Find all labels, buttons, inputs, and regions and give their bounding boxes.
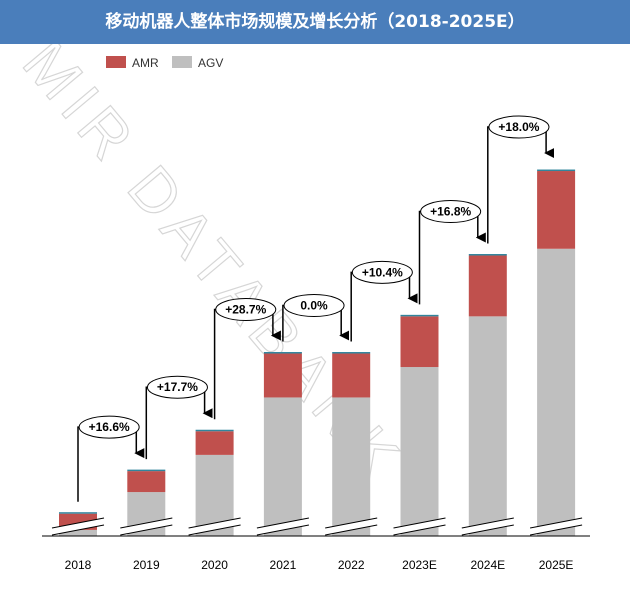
chart-svg: AMR AGV +16.6% +17.7% +28.7% 0.0% +10.4% +16.8… bbox=[42, 56, 590, 572]
break-line-upper-2025E bbox=[530, 517, 583, 529]
break-line-lower-2024E bbox=[461, 524, 514, 536]
bar-agv-2023E bbox=[400, 367, 439, 536]
break-band-2021 bbox=[256, 518, 309, 535]
bar-agv-2025E bbox=[537, 248, 576, 537]
break-line-lower-2025E bbox=[530, 524, 583, 536]
growth-bubble bbox=[420, 200, 482, 224]
x-tick-label: 2023E bbox=[402, 558, 437, 572]
bar-amr-2020 bbox=[195, 431, 234, 455]
growth-label: +28.7% bbox=[225, 303, 266, 317]
bar-amr-2021 bbox=[263, 353, 302, 398]
x-axis: 2018 2019 2020 2021 2022 2023E 2024E 2025E bbox=[42, 535, 590, 572]
growth-label: +16.8% bbox=[430, 205, 471, 219]
break-line-lower-2021 bbox=[256, 524, 309, 536]
break-band-2020 bbox=[188, 518, 241, 535]
growth-label: +10.4% bbox=[362, 265, 403, 279]
chart-area: AMR AGV +16.6% +17.7% +28.7% 0.0% +10.4% +16.8… bbox=[0, 44, 630, 597]
break-line-upper-2024E bbox=[461, 517, 514, 529]
bar-cap-2019 bbox=[127, 469, 166, 472]
break-line-upper-2023E bbox=[393, 517, 446, 529]
break-line-upper-2022 bbox=[325, 517, 378, 529]
growth-label: +16.6% bbox=[89, 420, 130, 434]
bar-cap-2018 bbox=[59, 512, 97, 514]
break-band-2024E bbox=[461, 518, 514, 535]
growth-bubble bbox=[351, 260, 413, 284]
growth-annotations: +16.6% +17.7% +28.7% 0.0% +10.4% +16.8% +18.0% bbox=[77, 115, 555, 502]
legend-swatch-amr bbox=[106, 56, 126, 68]
x-tick-label: 2019 bbox=[133, 558, 160, 572]
break-line-lower-2023E bbox=[393, 524, 446, 536]
legend-swatch-agv bbox=[172, 56, 192, 68]
break-line-lower-2018 bbox=[51, 524, 105, 536]
break-line-lower-2022 bbox=[325, 524, 378, 536]
growth-label: +17.7% bbox=[157, 380, 198, 394]
bar-amr-2024E bbox=[468, 255, 507, 317]
growth-bubble bbox=[488, 115, 550, 139]
break-band-2023E bbox=[393, 518, 446, 535]
chart-title: 移动机器人整体市场规模及增长分析（2018-2025E） bbox=[0, 0, 630, 44]
bar-amr-2022 bbox=[332, 353, 371, 398]
break-line-upper-2021 bbox=[256, 517, 309, 529]
legend-label-amr: AMR bbox=[132, 56, 159, 70]
bars-group bbox=[59, 169, 576, 537]
break-line-upper-2020 bbox=[188, 517, 241, 529]
bar-cap-2021 bbox=[263, 352, 302, 354]
break-band-2018 bbox=[52, 518, 104, 535]
bar-cap-2020 bbox=[195, 429, 234, 432]
break-band-2019 bbox=[120, 518, 173, 535]
bar-cap-2022 bbox=[332, 352, 371, 354]
bar-agv-2018 bbox=[59, 529, 97, 536]
break-band-2025E bbox=[530, 518, 583, 535]
growth-bubble bbox=[146, 375, 208, 399]
bar-amr-2023E bbox=[400, 316, 439, 368]
growth-bubble bbox=[283, 294, 345, 318]
x-tick-label: 2020 bbox=[201, 558, 228, 572]
legend-label-agv: AGV bbox=[198, 56, 223, 70]
legend: AMR AGV bbox=[106, 56, 223, 70]
bar-agv-2024E bbox=[468, 316, 507, 536]
growth-bubble bbox=[78, 415, 140, 439]
break-line-upper-2019 bbox=[120, 517, 173, 529]
growth-bubble bbox=[215, 298, 277, 322]
bar-cap-2023E bbox=[400, 314, 439, 317]
break-line-lower-2019 bbox=[120, 524, 173, 536]
break-line-lower-2020 bbox=[188, 524, 241, 536]
bar-cap-2024E bbox=[468, 254, 507, 256]
x-tick-label: 2018 bbox=[65, 558, 92, 572]
break-band-2022 bbox=[325, 518, 378, 535]
axis-breaks bbox=[51, 517, 583, 536]
break-line-upper-2018 bbox=[51, 517, 105, 529]
growth-label: 0.0% bbox=[300, 299, 328, 313]
x-tick-label: 2022 bbox=[338, 558, 365, 572]
bar-amr-2025E bbox=[537, 171, 576, 249]
growth-label: +18.0% bbox=[498, 120, 539, 134]
bar-cap-2025E bbox=[537, 169, 576, 172]
x-tick-label: 2025E bbox=[539, 558, 574, 572]
x-tick-label: 2021 bbox=[270, 558, 297, 572]
bar-agv-2021 bbox=[263, 397, 302, 536]
bar-amr-2019 bbox=[127, 471, 166, 493]
x-tick-label: 2024E bbox=[470, 558, 505, 572]
bar-agv-2022 bbox=[332, 397, 371, 536]
